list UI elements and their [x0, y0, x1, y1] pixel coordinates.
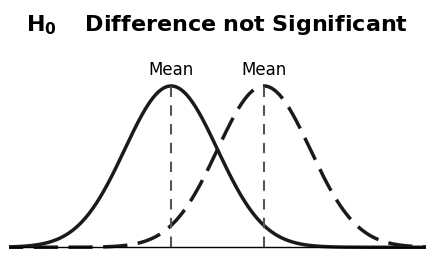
Text: Mean: Mean: [241, 61, 286, 79]
Text: $\mathbf{H_0}$    $\bf{Difference\ not\ Significant}$: $\mathbf{H_0}$ $\bf{Difference\ not\ Sig…: [26, 13, 408, 37]
Text: Mean: Mean: [148, 61, 193, 79]
